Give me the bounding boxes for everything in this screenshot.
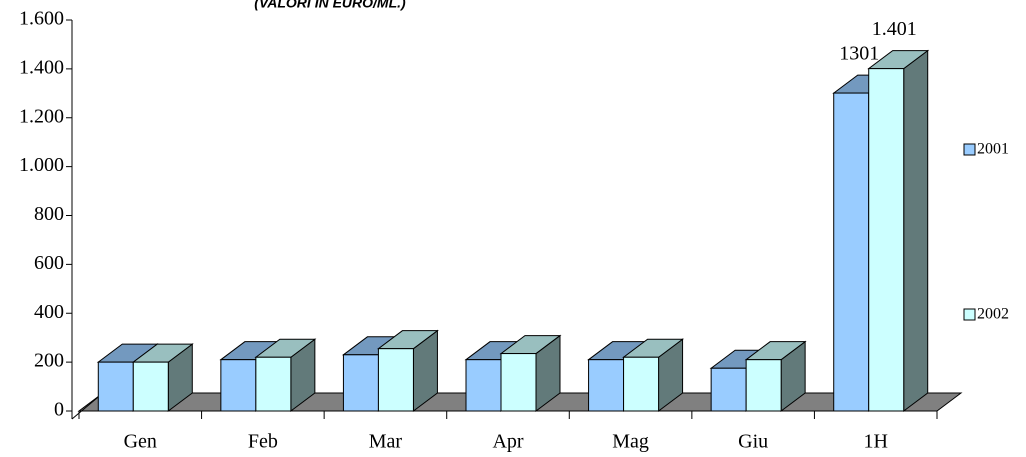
bar-front	[220, 359, 257, 412]
y-tick-label: 200	[34, 350, 64, 372]
x-tick-label: Mag	[612, 431, 649, 453]
bar-front	[745, 359, 782, 412]
y-tick-label: 800	[34, 203, 64, 225]
y-tick-label: 0	[54, 399, 64, 421]
legend-swatch	[963, 143, 976, 156]
x-tick-label: Apr	[492, 431, 523, 453]
bar-front	[500, 353, 537, 412]
x-tick-label: Feb	[248, 431, 278, 453]
y-tick-label: 1.400	[19, 56, 64, 78]
bar	[744, 340, 807, 412]
bar-front	[868, 68, 905, 412]
x-tick-label: Mar	[369, 431, 403, 453]
bar	[499, 334, 562, 412]
bar-front	[377, 348, 414, 412]
bar-front	[255, 356, 292, 412]
bar-front	[97, 361, 134, 412]
bar	[376, 329, 439, 412]
bar	[622, 338, 685, 412]
legend-swatch	[963, 308, 976, 321]
bar-side	[903, 49, 929, 412]
legend-label: 2002	[977, 306, 1009, 323]
bar-front	[465, 359, 502, 412]
y-tick-label: 1.000	[19, 154, 64, 176]
data-label: 1301	[839, 43, 879, 65]
bar-front	[132, 361, 169, 412]
x-tick-label: Gen	[124, 431, 157, 453]
bar-front	[710, 367, 747, 412]
y-tick-label: 400	[34, 301, 64, 323]
bar-front	[833, 92, 870, 412]
bar	[131, 343, 194, 412]
x-tick-label: Giu	[738, 431, 768, 453]
bar	[254, 338, 317, 412]
x-tick-label: 1H	[863, 431, 887, 453]
y-tick-label: 600	[34, 252, 64, 274]
bar-front	[342, 354, 379, 412]
data-label: 1.401	[872, 18, 917, 40]
legend-label: 2001	[977, 141, 1009, 158]
bar	[867, 49, 930, 412]
y-tick-label: 1.600	[19, 8, 64, 30]
bar-front	[588, 359, 625, 412]
bar-front	[623, 356, 660, 412]
y-tick-label: 1.200	[19, 105, 64, 127]
chart-title: (VALORI IN EURO/ML.)	[254, 0, 406, 11]
